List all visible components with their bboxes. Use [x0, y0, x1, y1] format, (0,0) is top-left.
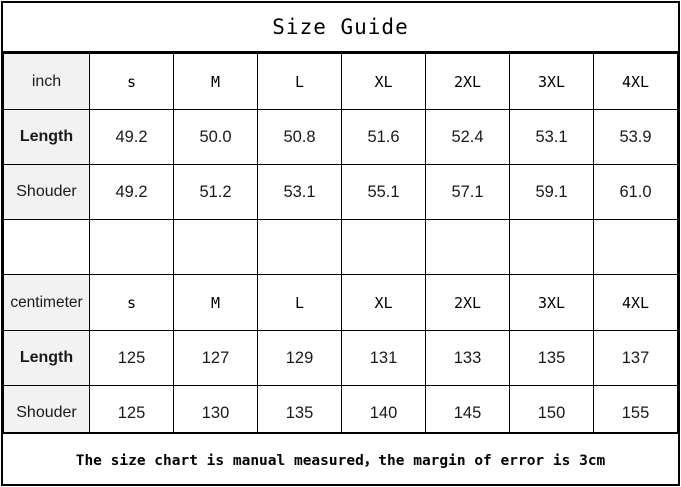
size-header-cm-l: L	[257, 274, 342, 331]
size-header-cm-2xl: 2XL	[425, 274, 510, 331]
cell-length-inch-s: 49.2	[89, 109, 174, 165]
spacer-cell	[89, 219, 174, 275]
size-header-cm-xl: XL	[341, 274, 426, 331]
unit-label-inch: inch	[3, 53, 90, 110]
table-row: Shouder 125 130 135 140 145 150 155	[3, 385, 678, 441]
table-row-spacer	[3, 219, 678, 275]
cell-length-cm-3xl: 135	[509, 330, 594, 386]
cell-shouder-inch-s: 49.2	[89, 164, 174, 220]
unit-label-centimeter: centimeter	[3, 274, 90, 331]
cell-length-inch-3xl: 53.1	[509, 109, 594, 165]
page-title: Size Guide	[272, 15, 409, 39]
spacer-cell	[593, 219, 678, 275]
footer-note-row: The size chart is manual measured，the ma…	[3, 432, 678, 484]
cell-length-cm-2xl: 133	[425, 330, 510, 386]
table-row: Length 49.2 50.0 50.8 51.6 52.4 53.1 53.…	[3, 109, 678, 165]
cell-shouder-cm-2xl: 145	[425, 385, 510, 441]
measurements-grid: inch s M L XL 2XL 3XL 4XL Length 49.2 50…	[3, 53, 678, 441]
size-header-3xl: 3XL	[509, 53, 594, 110]
size-header-cm-3xl: 3XL	[509, 274, 594, 331]
cell-shouder-inch-l: 53.1	[257, 164, 342, 220]
cell-length-inch-2xl: 52.4	[425, 109, 510, 165]
size-header-cm-4xl: 4XL	[593, 274, 678, 331]
size-header-s: s	[89, 53, 174, 110]
spacer-cell	[341, 219, 426, 275]
title-row: Size Guide	[3, 3, 678, 53]
cell-length-cm-s: 125	[89, 330, 174, 386]
cell-length-inch-4xl: 53.9	[593, 109, 678, 165]
cell-length-cm-l: 129	[257, 330, 342, 386]
table-row-header-inch: inch s M L XL 2XL 3XL 4XL	[3, 53, 678, 110]
row-label-length-cm: Length	[3, 330, 90, 386]
size-header-m: M	[173, 53, 258, 110]
cell-shouder-cm-xl: 140	[341, 385, 426, 441]
cell-length-cm-xl: 131	[341, 330, 426, 386]
cell-shouder-inch-4xl: 61.0	[593, 164, 678, 220]
row-label-shouder-inch: Shouder	[3, 164, 90, 220]
cell-length-inch-m: 50.0	[173, 109, 258, 165]
spacer-cell	[257, 219, 342, 275]
spacer-cell	[3, 219, 90, 275]
size-header-xl: XL	[341, 53, 426, 110]
table-row-header-centimeter: centimeter s M L XL 2XL 3XL 4XL	[3, 274, 678, 331]
spacer-cell	[509, 219, 594, 275]
cell-length-inch-l: 50.8	[257, 109, 342, 165]
cell-shouder-inch-xl: 55.1	[341, 164, 426, 220]
spacer-cell	[173, 219, 258, 275]
cell-shouder-cm-3xl: 150	[509, 385, 594, 441]
table-row: Shouder 49.2 51.2 53.1 55.1 57.1 59.1 61…	[3, 164, 678, 220]
cell-length-cm-m: 127	[173, 330, 258, 386]
size-header-cm-s: s	[89, 274, 174, 331]
cell-shouder-inch-2xl: 57.1	[425, 164, 510, 220]
table-row: Length 125 127 129 131 133 135 137	[3, 330, 678, 386]
cell-shouder-inch-3xl: 59.1	[509, 164, 594, 220]
cell-shouder-inch-m: 51.2	[173, 164, 258, 220]
row-label-length-inch: Length	[3, 109, 90, 165]
size-header-cm-m: M	[173, 274, 258, 331]
cell-shouder-cm-l: 135	[257, 385, 342, 441]
footer-note: The size chart is manual measured，the ma…	[75, 452, 606, 469]
size-header-4xl: 4XL	[593, 53, 678, 110]
cell-length-inch-xl: 51.6	[341, 109, 426, 165]
size-header-l: L	[257, 53, 342, 110]
size-header-2xl: 2XL	[425, 53, 510, 110]
spacer-cell	[425, 219, 510, 275]
size-table: inch s M L XL 2XL 3XL 4XL Length 49.2 50…	[3, 53, 678, 441]
cell-length-cm-4xl: 137	[593, 330, 678, 386]
